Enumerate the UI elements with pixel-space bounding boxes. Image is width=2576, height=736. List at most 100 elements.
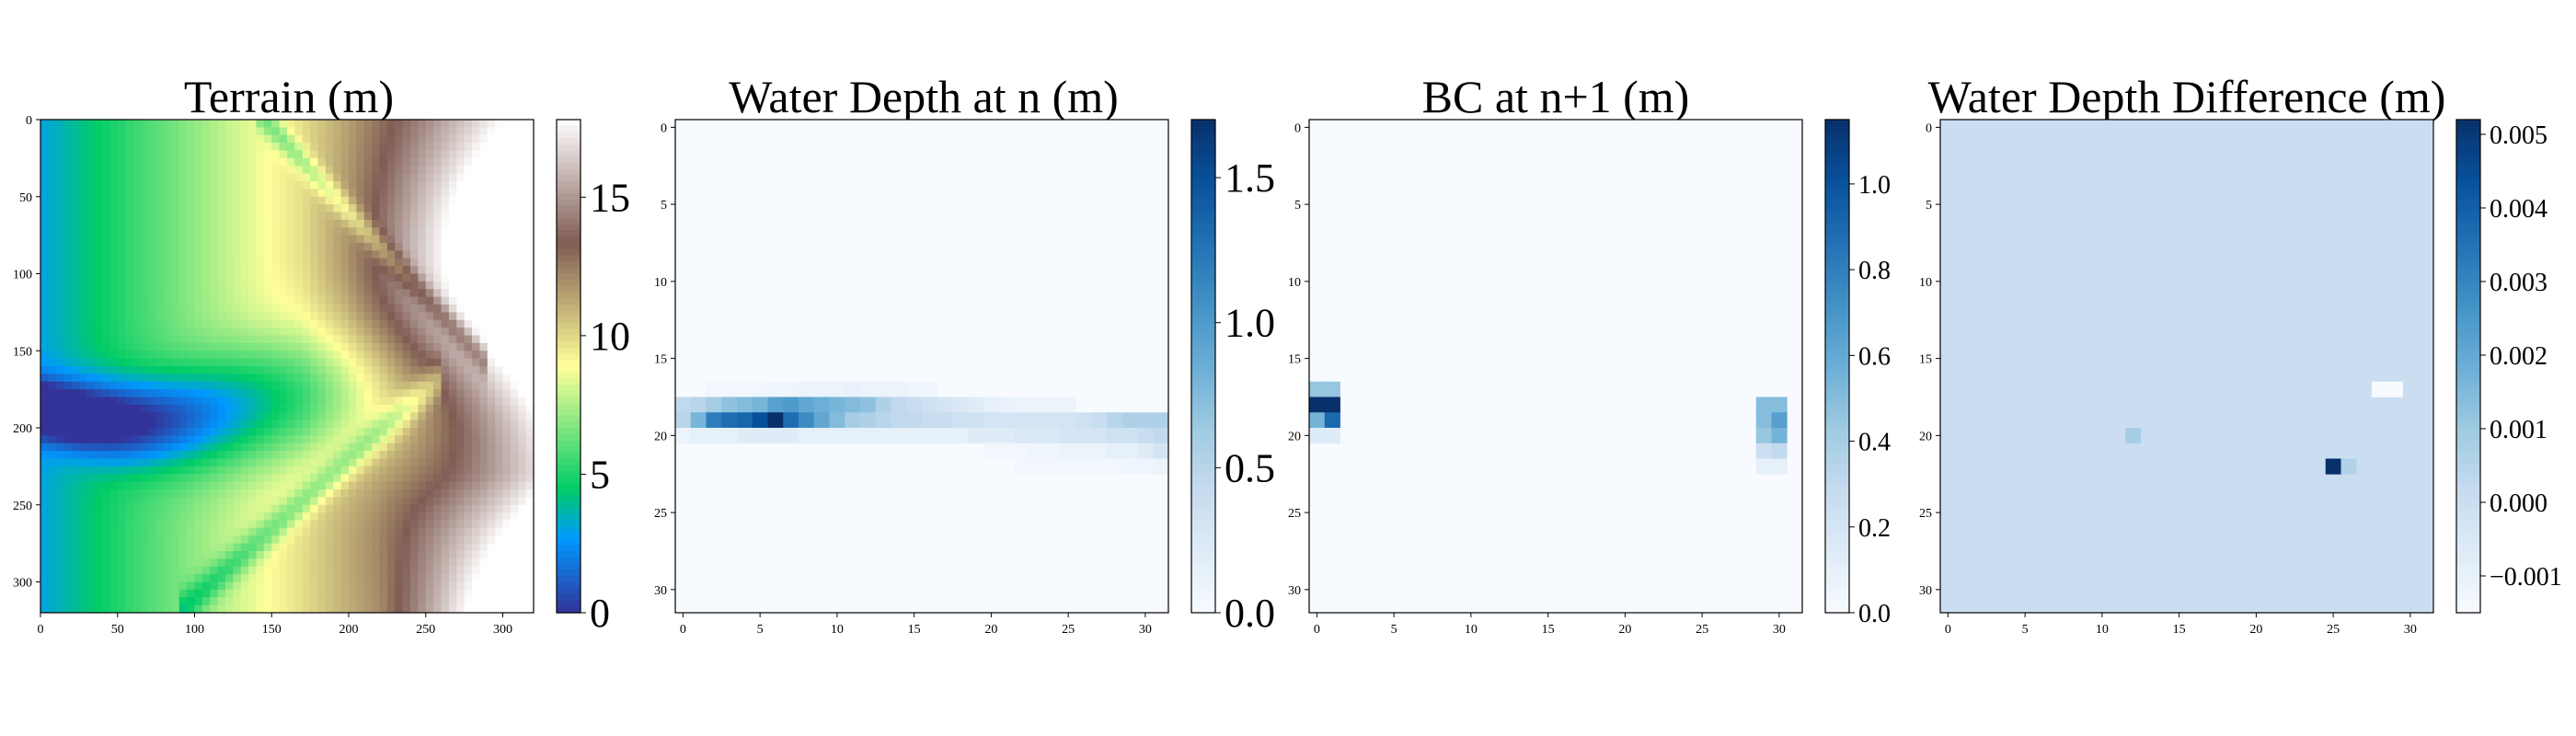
terrain-cell bbox=[164, 351, 172, 360]
terrain-cell bbox=[55, 296, 64, 305]
terrain-cell bbox=[525, 120, 535, 128]
colorbar-segment bbox=[1191, 243, 1215, 250]
terrain-cell bbox=[187, 527, 195, 536]
terrain-cell bbox=[63, 604, 72, 614]
terrain-cell bbox=[502, 604, 512, 614]
terrain-cell bbox=[140, 189, 149, 198]
terrain-cell bbox=[187, 566, 195, 575]
terrain-cell bbox=[317, 273, 327, 282]
terrain-cell bbox=[55, 189, 64, 198]
terrain-cell bbox=[194, 574, 203, 582]
terrain-cell bbox=[155, 243, 165, 251]
colorbar-segment bbox=[1191, 353, 1215, 361]
terrain-cell bbox=[287, 235, 295, 244]
terrain-cell bbox=[287, 143, 295, 151]
terrain-cell bbox=[117, 127, 126, 136]
terrain-cell bbox=[510, 428, 519, 436]
colorbar-tick-label: 0.5 bbox=[1225, 445, 1275, 490]
terrain-cell bbox=[271, 389, 281, 397]
title-difference: Water Depth Difference (m) bbox=[1928, 71, 2446, 122]
terrain-cell bbox=[256, 497, 265, 506]
heatmap-cell bbox=[875, 381, 891, 397]
terrain-cell bbox=[217, 212, 226, 221]
heatmap-cell bbox=[1045, 412, 1062, 429]
terrain-cell bbox=[102, 189, 110, 198]
terrain-cell bbox=[187, 143, 195, 151]
terrain-cell bbox=[140, 558, 149, 568]
terrain-cell bbox=[356, 420, 365, 429]
terrain-cell bbox=[171, 134, 180, 144]
terrain-cell bbox=[487, 319, 496, 328]
terrain-cell bbox=[418, 189, 427, 198]
colorbar-segment bbox=[2456, 489, 2480, 497]
terrain-cell bbox=[256, 481, 265, 490]
terrain-cell bbox=[201, 120, 211, 128]
terrain-cell bbox=[256, 212, 265, 221]
terrain-cell bbox=[178, 458, 188, 467]
terrain-cell bbox=[171, 481, 180, 490]
terrain-cell bbox=[294, 289, 304, 298]
terrain-cell bbox=[78, 166, 87, 175]
terrain-cell bbox=[333, 157, 342, 167]
terrain-cell bbox=[448, 358, 457, 367]
terrain-cell bbox=[171, 512, 180, 521]
terrain-cell bbox=[48, 266, 57, 274]
terrain-cell bbox=[479, 389, 489, 397]
x-tick-label: 30 bbox=[2404, 623, 2417, 637]
terrain-cell bbox=[487, 466, 496, 475]
terrain-cell bbox=[194, 166, 203, 175]
terrain-cell bbox=[55, 389, 64, 397]
terrain-cell bbox=[287, 134, 295, 144]
terrain-cell bbox=[63, 551, 72, 559]
terrain-cell bbox=[472, 196, 480, 205]
terrain-cell bbox=[86, 404, 96, 413]
terrain-cell bbox=[495, 273, 503, 282]
terrain-cell bbox=[263, 250, 272, 259]
terrain-cell bbox=[294, 504, 304, 513]
heatmap-cell bbox=[1324, 381, 1340, 397]
terrain-cell bbox=[140, 235, 149, 244]
terrain-cell bbox=[472, 412, 480, 421]
terrain-cell bbox=[425, 374, 434, 383]
terrain-cell bbox=[379, 319, 388, 328]
terrain-cell bbox=[225, 504, 234, 513]
terrain-cell bbox=[210, 435, 219, 444]
terrain-cell bbox=[55, 351, 64, 360]
terrain-cell bbox=[418, 397, 427, 406]
terrain-cell bbox=[86, 474, 96, 483]
terrain-cell bbox=[178, 435, 188, 444]
terrain-cell bbox=[256, 458, 265, 467]
terrain-cell bbox=[433, 451, 442, 459]
terrain-cell bbox=[171, 157, 180, 167]
terrain-cell bbox=[240, 258, 249, 267]
terrain-cell bbox=[279, 404, 288, 413]
terrain-cell bbox=[256, 428, 265, 436]
terrain-cell bbox=[256, 543, 265, 552]
terrain-cell bbox=[217, 504, 226, 513]
terrain-cell bbox=[201, 497, 211, 506]
terrain-cell bbox=[395, 305, 404, 313]
terrain-cell bbox=[194, 196, 203, 205]
terrain-cell bbox=[240, 150, 249, 159]
terrain-cell bbox=[233, 150, 242, 159]
terrain-cell bbox=[302, 520, 311, 529]
terrain-cell bbox=[464, 404, 473, 413]
terrain-cell bbox=[418, 412, 427, 421]
terrain-cell bbox=[132, 266, 142, 274]
heatmap-cell bbox=[706, 412, 722, 429]
terrain-cell bbox=[117, 289, 126, 298]
terrain-cell bbox=[525, 458, 535, 467]
terrain-cell bbox=[479, 412, 489, 421]
heatmap-cell bbox=[1075, 412, 1092, 429]
colorbar-segment bbox=[1825, 513, 1849, 522]
terrain-cell bbox=[287, 581, 295, 591]
heatmap-cell bbox=[998, 443, 1015, 459]
terrain-cell bbox=[263, 258, 272, 267]
terrain-cell bbox=[132, 520, 142, 529]
terrain-cell bbox=[340, 597, 350, 606]
colorbar-segment bbox=[1191, 285, 1215, 293]
terrain-cell bbox=[402, 281, 411, 290]
terrain-cell bbox=[155, 166, 165, 175]
terrain-cell bbox=[178, 466, 188, 475]
terrain-cell bbox=[464, 581, 473, 591]
